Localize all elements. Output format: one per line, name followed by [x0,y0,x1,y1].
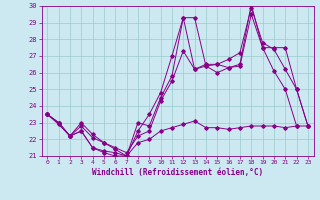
X-axis label: Windchill (Refroidissement éolien,°C): Windchill (Refroidissement éolien,°C) [92,168,263,177]
